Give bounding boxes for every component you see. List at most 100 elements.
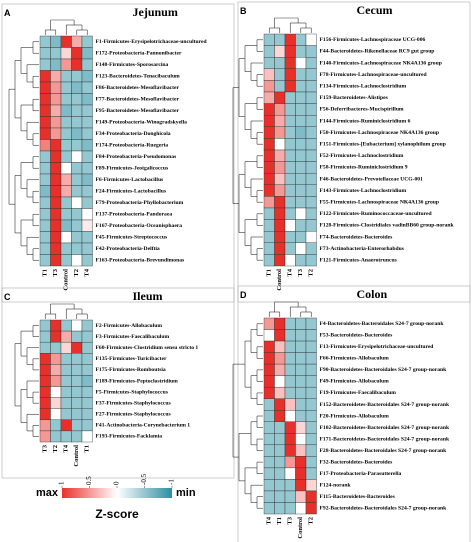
heatmap-cell — [60, 319, 72, 332]
heatmap-cell — [60, 173, 72, 186]
heatmap-cell — [71, 254, 83, 267]
heatmap-cell — [39, 196, 51, 209]
heatmap-cell — [305, 254, 317, 267]
heatmap-cell — [263, 421, 275, 434]
heatmap-cell — [263, 340, 275, 353]
heatmap-cell — [263, 196, 275, 209]
heatmap-panel: Colon D F4-Bacteroidetes-Bacteroidales S24… — [232, 285, 471, 542]
heatmap-cell — [71, 430, 83, 443]
heatmap-cell — [50, 364, 62, 376]
row-label: F92-Bacteroidetes-Bacteroidales S24-7 gr… — [320, 506, 448, 512]
heatmap-cell — [71, 219, 83, 232]
heatmap-cell — [305, 479, 317, 492]
heatmap-cell — [50, 397, 62, 409]
heatmap-cell — [274, 33, 286, 46]
heatmap-cell — [305, 45, 317, 58]
heatmap-cell — [263, 138, 275, 151]
heatmap-cell — [274, 502, 286, 515]
row-label: F46-Bacteroidetes-Prevotellaceae UCG-001 — [320, 176, 424, 182]
row-label: F24-Firmicutes-Lactobacillus — [96, 189, 167, 195]
heatmap-cell — [274, 219, 286, 232]
heatmap-cell — [60, 104, 72, 117]
heatmap-cell — [284, 68, 296, 81]
heatmap-cell — [274, 114, 286, 127]
heatmap-cell — [39, 93, 51, 106]
heatmap-cell — [50, 58, 62, 71]
row-label: F149-Proteobacteria-Winogradskyella — [96, 120, 188, 126]
heatmap-cell — [295, 410, 307, 422]
row-label: F123-Bacteroidetes-Tenacibaculum — [96, 74, 181, 80]
heatmap-cell — [50, 219, 62, 232]
heatmap-cell — [274, 57, 286, 70]
heatmap-cell — [60, 139, 72, 152]
heatmap-cell — [50, 353, 62, 365]
heatmap-cell — [81, 408, 93, 421]
heatmap-cell — [60, 150, 72, 163]
column-label: T2 — [73, 269, 80, 277]
heatmap-cell — [295, 196, 307, 209]
heatmap-cell — [305, 329, 317, 342]
row-label: F137-Proteobacteria-Pandoraea — [96, 212, 173, 218]
row-label: F56-Deferribacteres-Mucispirillum — [320, 107, 404, 113]
heatmap-cell — [50, 254, 62, 267]
heatmap-cell — [60, 353, 72, 365]
heatmap-cell — [71, 341, 83, 354]
heatmap-cell — [284, 317, 296, 330]
heatmap-cell — [274, 444, 286, 457]
heatmap-cell — [60, 196, 72, 209]
heatmap-cell — [50, 196, 62, 209]
row-label: F44-Bacteroidetes-Rikenellaceae RC9 gut … — [320, 49, 435, 55]
heatmap-cell — [305, 490, 317, 503]
heatmap-cell — [284, 172, 296, 185]
heatmap-cell — [295, 184, 307, 197]
heatmap-cell — [284, 386, 296, 399]
heatmap-cell — [81, 58, 93, 71]
colorbar-tick-label: 0 — [113, 481, 121, 485]
heatmap-cell — [274, 410, 286, 422]
heatmap-cell — [284, 340, 296, 353]
heatmap-cell — [295, 363, 307, 376]
heatmap-cell — [284, 479, 296, 492]
heatmap-cell — [274, 45, 286, 58]
heatmap-cell — [81, 386, 93, 398]
heatmap-cell — [81, 35, 93, 48]
heatmap-cell — [50, 375, 62, 387]
heatmap-cell — [305, 138, 317, 151]
heatmap-cell — [263, 386, 275, 399]
heatmap-cell — [50, 319, 62, 332]
row-label: F5-Firmicutes-Staphylococcus — [96, 389, 169, 395]
heatmap-cell — [305, 230, 317, 243]
heatmap-cell — [284, 45, 296, 58]
row-label: F151-Firmicutes-[Eubacterium] xylanophil… — [320, 141, 446, 147]
heatmap-cell — [305, 386, 317, 399]
heatmap-cell — [60, 330, 72, 343]
heatmap-cell — [81, 150, 93, 163]
heatmap-cell — [71, 185, 83, 198]
heatmap-cell — [39, 208, 51, 221]
heatmap-cell — [81, 93, 93, 106]
heatmap-cell — [50, 408, 62, 421]
heatmap-cell — [295, 161, 307, 174]
heatmap-cell — [263, 57, 275, 70]
heatmap-cell — [305, 410, 317, 422]
heatmap-cell — [284, 490, 296, 503]
heatmap-cell — [305, 398, 317, 411]
heatmap-cell — [295, 138, 307, 151]
heatmap-cell — [284, 230, 296, 243]
heatmap-cell — [263, 433, 275, 446]
heatmap-cell — [81, 70, 93, 83]
column-label: Control — [73, 445, 80, 467]
row-label: F52-Firmicutes-Lachnoclostridium — [320, 153, 404, 159]
heatmap-cell — [39, 162, 51, 175]
row-label: F189-Firmicutes-Peptoclostridium — [96, 378, 179, 384]
heatmap-cell — [295, 340, 307, 353]
heatmap-cell — [305, 352, 317, 365]
heatmap-cell — [284, 375, 296, 388]
heatmap-cell — [81, 162, 93, 175]
heatmap-cell — [284, 91, 296, 104]
heatmap-cell — [50, 81, 62, 94]
heatmap-cell — [60, 93, 72, 106]
heatmap-cell — [71, 35, 83, 48]
heatmap-cell — [71, 173, 83, 186]
heatmap-cell — [295, 421, 307, 434]
